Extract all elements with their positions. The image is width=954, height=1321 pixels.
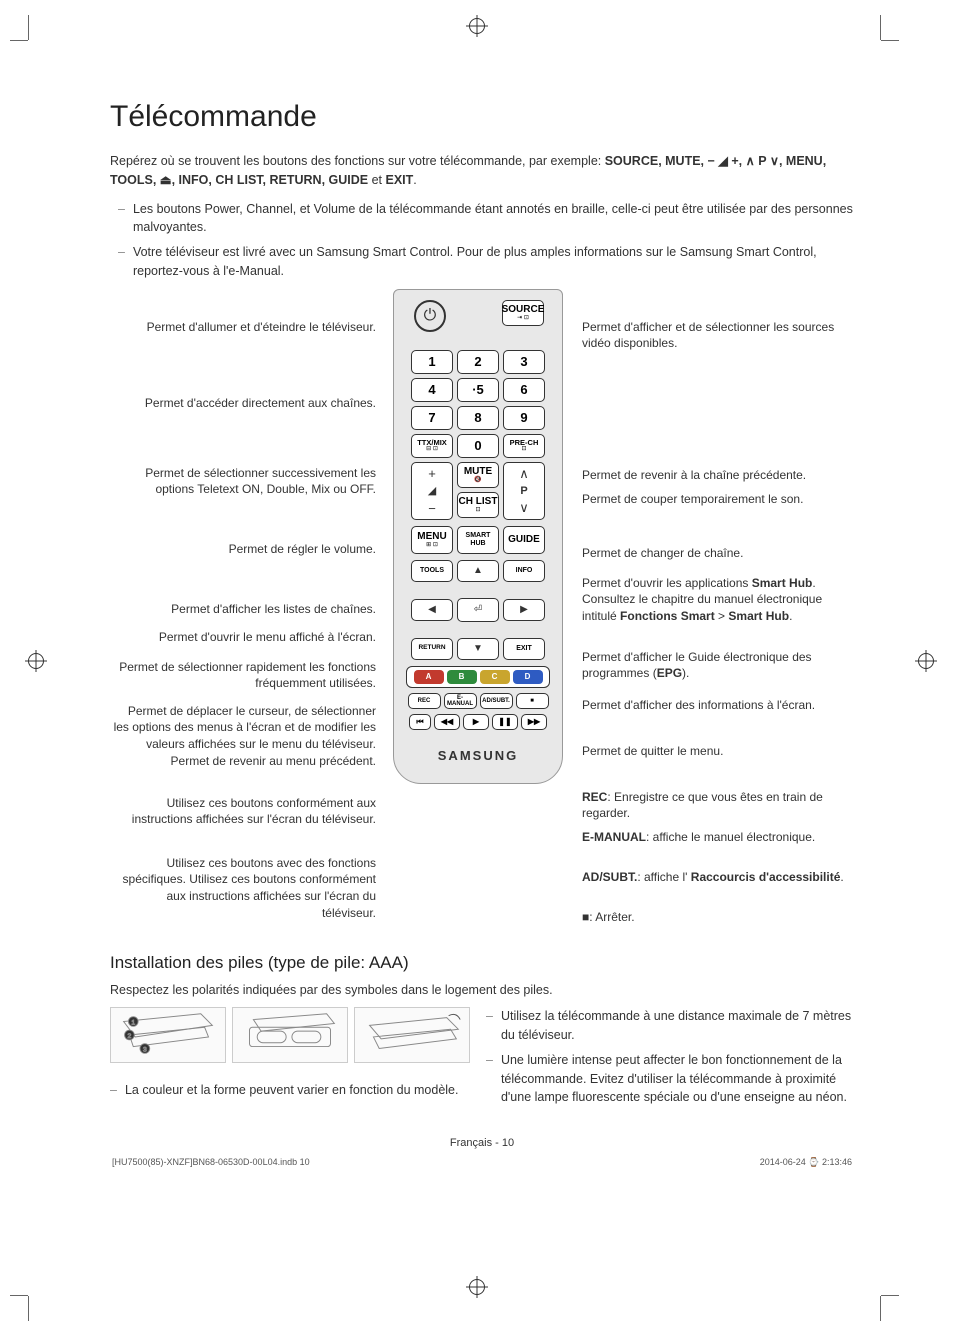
label-numbers: Permet d'accéder directement aux chaînes…	[110, 395, 376, 465]
tools-button: TOOLS	[411, 560, 453, 582]
registration-mark-icon	[469, 1279, 485, 1295]
prech-button: PRE-CH⊡	[503, 434, 545, 458]
skip-prev-icon: ⏮	[409, 714, 431, 730]
note-braille: –Les boutons Power, Channel, et Volume d…	[110, 200, 854, 238]
note-smartcontrol: –Votre téléviseur est livré avec un Sams…	[110, 243, 854, 281]
svg-text:2: 2	[128, 1033, 132, 1040]
battery-heading: Installation des piles (type de pile: AA…	[110, 953, 854, 973]
rewind-icon: ◀◀	[434, 714, 460, 730]
color-b: B	[447, 670, 477, 684]
label-smarthub: Permet d'ouvrir les applications Smart H…	[582, 575, 848, 649]
source-button: SOURCE⇥ ⊡	[502, 300, 544, 326]
guide-button: GUIDE	[503, 526, 545, 554]
svg-text:3: 3	[143, 1047, 147, 1054]
info-button: INFO	[503, 560, 545, 582]
label-adsubt: AD/SUBT.: affiche l' Raccourcis d'access…	[582, 869, 848, 909]
label-exit: Permet de quitter le menu.	[582, 743, 848, 789]
num-9: 9	[503, 406, 545, 430]
color-a: A	[414, 670, 444, 684]
brand-logo: SAMSUNG	[402, 748, 554, 763]
num-4: 4	[411, 378, 453, 402]
label-volume: Permet de régler le volume.	[110, 541, 376, 601]
page-title: Télécommande	[110, 100, 854, 134]
label-tools: Permet de sélectionner rapidement les fo…	[110, 659, 376, 703]
label-chlist: Permet d'afficher les listes de chaînes.	[110, 601, 376, 629]
battery-note-distance: –Utilisez la télécommande à une distance…	[486, 1007, 854, 1045]
label-prech: Permet de revenir à la chaîne précédente…	[582, 467, 848, 491]
battery-fig-2	[232, 1007, 348, 1063]
label-playback: Utilisez ces boutons avec des fonctions …	[110, 855, 376, 922]
label-source: Permet d'afficher et de sélectionner les…	[582, 319, 848, 467]
num-1: 1	[411, 350, 453, 374]
footer-left: [HU7500(85)-XNZF]BN68-06530D-00L04.indb …	[112, 1157, 310, 1168]
label-channel: Permet de changer de chaîne.	[582, 545, 848, 575]
color-c: C	[480, 670, 510, 684]
remote-illustration: ⏻ SOURCE⇥ ⊡ 123 4·56 789 TTX/MIX⊟ ⊡0PRE-…	[393, 289, 563, 784]
emanual-button: E-MANUAL	[444, 693, 477, 709]
battery-diagrams: 1 2 3	[110, 1007, 470, 1063]
num-3: 3	[503, 350, 545, 374]
num-6: 6	[503, 378, 545, 402]
svg-text:1: 1	[131, 1020, 135, 1027]
label-rec: REC: Enregistre ce que vous êtes en trai…	[582, 789, 848, 829]
battery-intro: Respectez les polarités indiquées par de…	[110, 983, 854, 997]
power-button: ⏻	[414, 300, 446, 332]
label-menu: Permet d'ouvrir le menu affiché à l'écra…	[110, 629, 376, 659]
battery-note-light: –Une lumière intense peut affecter le bo…	[486, 1051, 854, 1107]
label-power: Permet d'allumer et d'éteindre le télévi…	[110, 319, 376, 395]
channel-button: ∧P∨	[503, 462, 545, 520]
label-emanual: E-MANUAL: affiche le manuel électronique…	[582, 829, 848, 869]
smarthub-button: SMARTHUB	[457, 526, 499, 554]
num-2: 2	[457, 350, 499, 374]
battery-note-model: –La couleur et la forme peuvent varier e…	[110, 1081, 470, 1100]
battery-fig-3	[354, 1007, 470, 1063]
label-nav: Permet de déplacer le curseur, de sélect…	[110, 703, 376, 795]
num-0: 0	[457, 434, 499, 458]
label-stop: ■: Arrêter.	[582, 909, 848, 926]
return-button: RETURN	[411, 638, 453, 660]
footer-right: 2014-06-24 ⌚ 2:13:46	[760, 1157, 852, 1168]
ttx-button: TTX/MIX⊟ ⊡	[411, 434, 453, 458]
ffwd-icon: ▶▶	[521, 714, 547, 730]
page-number: Français - 10	[110, 1137, 854, 1149]
menu-button: MENU⊞ ⊡	[411, 526, 453, 554]
chlist-button: CH LIST⊡	[457, 492, 499, 518]
intro-text: Repérez où se trouvent les boutons des f…	[110, 152, 854, 190]
num-7: 7	[411, 406, 453, 430]
adsubt-button: AD/SUBT.	[480, 693, 513, 709]
label-guide: Permet d'afficher le Guide électronique …	[582, 649, 848, 697]
label-colors: Utilisez ces boutons conformément aux in…	[110, 795, 376, 855]
label-info: Permet d'afficher des informations à l'é…	[582, 697, 848, 743]
nav-up: ▲	[457, 560, 499, 582]
battery-fig-1: 1 2 3	[110, 1007, 226, 1063]
play-icon: ▶	[463, 714, 489, 730]
nav-down: ▼	[457, 638, 499, 660]
exit-button: EXIT	[503, 638, 545, 660]
color-d: D	[513, 670, 543, 684]
nav-right: ▶	[503, 599, 545, 621]
num-8: 8	[457, 406, 499, 430]
num-5: ·5	[457, 378, 499, 402]
volume-button: +◢−	[411, 462, 453, 520]
nav-ok: ⏎	[457, 598, 499, 622]
pause-icon: ❚❚	[492, 714, 518, 730]
label-ttx: Permet de sélectionner successivement le…	[110, 465, 376, 541]
color-buttons-row: A B C D	[406, 666, 550, 688]
rec-button: REC	[408, 693, 441, 709]
nav-left: ◀	[411, 599, 453, 621]
mute-button: MUTE🔇	[457, 462, 499, 488]
stop-button: ■	[516, 693, 549, 709]
label-mute: Permet de couper temporairement le son.	[582, 491, 848, 545]
